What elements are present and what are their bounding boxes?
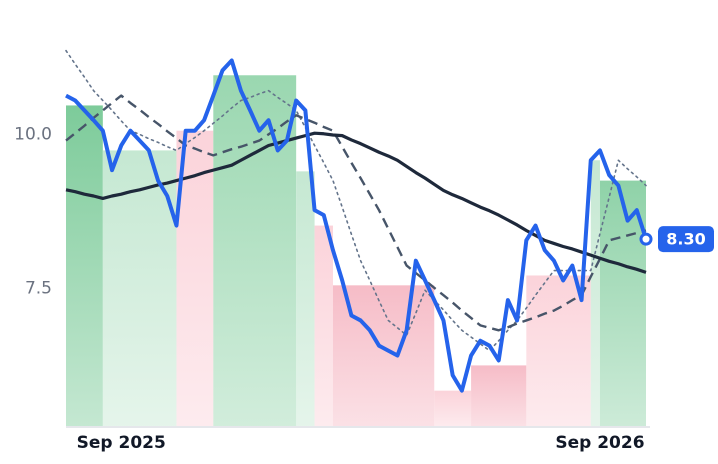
x-tick-label: Sep 2025 [77, 433, 166, 453]
column [471, 365, 527, 427]
column [314, 225, 333, 427]
column [213, 75, 297, 427]
column [590, 160, 600, 427]
last-point [639, 232, 653, 246]
line-series [65, 58, 648, 393]
line-series [65, 94, 647, 332]
column [599, 180, 646, 427]
value-badge [658, 226, 714, 253]
y-tick-label: 7.5 [25, 278, 52, 298]
column [296, 171, 315, 427]
line-series [65, 49, 647, 352]
line-series [65, 131, 647, 274]
value-label: 8.30 [666, 230, 705, 249]
column [66, 105, 103, 427]
column [434, 390, 472, 427]
y-tick-label: 10.0 [14, 124, 52, 144]
x-tick-label: Sep 2026 [555, 433, 644, 453]
